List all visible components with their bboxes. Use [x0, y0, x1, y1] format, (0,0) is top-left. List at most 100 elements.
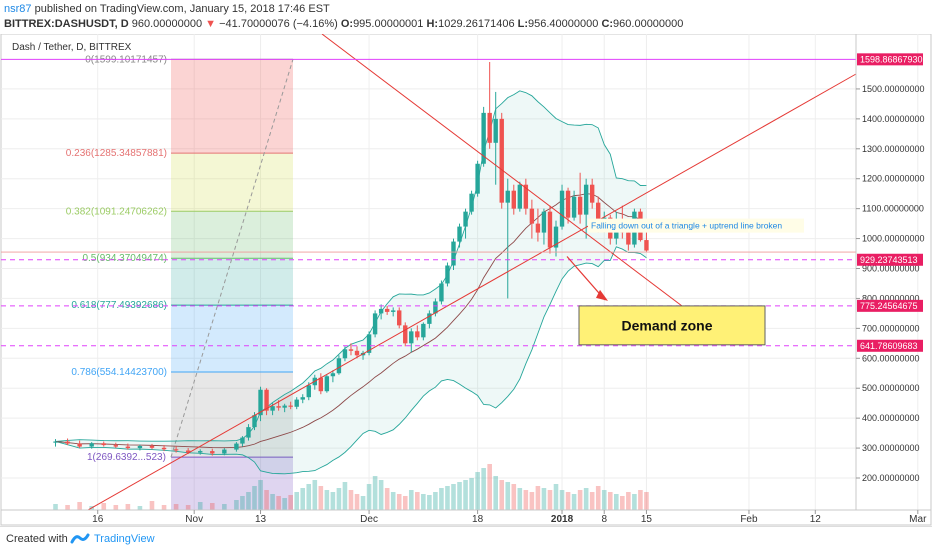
demand-zone-box — [578, 305, 766, 346]
candle-body — [577, 196, 583, 215]
price-label-text: 929.23743513 — [860, 255, 918, 265]
candle-body — [571, 196, 577, 218]
volume-bar — [481, 468, 486, 510]
fib-level-label: 0.5(934.37049474) — [82, 253, 167, 264]
volume-bar — [318, 486, 324, 510]
candle-body — [445, 265, 450, 284]
volume-bar — [529, 492, 535, 510]
close-label: C: — [601, 18, 614, 30]
candle-body — [403, 325, 408, 344]
volume-bar — [535, 486, 541, 510]
candle-body — [559, 190, 565, 227]
volume-bar — [601, 490, 607, 510]
candle-body — [397, 310, 402, 326]
candle-body — [469, 193, 474, 212]
volume-bar — [348, 490, 354, 510]
lower-band — [55, 246, 647, 475]
x-tick-label: Mar — [909, 514, 927, 525]
candle-body — [330, 373, 336, 377]
volume-bar — [445, 486, 450, 510]
candle-body — [378, 308, 384, 314]
volume-bar — [427, 495, 432, 510]
annotations[interactable]: Falling down out of a triangle + uptrend… — [566, 218, 804, 346]
volume-bar — [234, 500, 239, 510]
candle-body — [258, 389, 263, 416]
volume-bar — [571, 494, 577, 510]
volume-bar — [330, 492, 336, 510]
y-tick-label: 200.00000000 — [862, 473, 920, 483]
time-axis[interactable]: 16 Nov 13 Dec 18 2018 8 15 Feb 12 Mar — [92, 510, 927, 525]
volume-bar — [77, 502, 82, 510]
price-label-tag — [857, 299, 923, 312]
candle-body — [288, 405, 293, 407]
volume-bar — [644, 492, 649, 510]
candle-body — [65, 441, 70, 444]
uptrend-line — [87, 73, 857, 511]
candle-body — [173, 449, 179, 451]
volume-bars — [53, 464, 649, 510]
volume-bar — [523, 490, 529, 510]
y-tick-label: 1100.00000000 — [862, 204, 924, 214]
y-tick-label: 1300.00000000 — [862, 144, 925, 154]
demand-zone-label: Demand zone — [621, 317, 712, 333]
volume-bar — [493, 476, 498, 510]
price-axis[interactable]: 1500.00000000 1400.00000000 1300.00000000 1… — [856, 53, 925, 483]
candle-body — [475, 163, 480, 194]
candle-body — [427, 313, 432, 324]
volume-bar — [421, 494, 426, 510]
candle-body — [589, 184, 595, 203]
chart-area[interactable]: 0(1599.10171457)0.236(1285.34857881)0.38… — [0, 34, 932, 526]
x-tick-label: Feb — [740, 514, 758, 525]
candle-body — [421, 323, 426, 338]
candle-body — [415, 331, 420, 338]
candle-body — [252, 415, 257, 428]
y-tick-label: 900.00000000 — [862, 264, 920, 274]
price-label-text: 775.24564675 — [860, 301, 918, 311]
brand-name[interactable]: TradingView — [94, 533, 155, 545]
volume-bar — [457, 482, 462, 510]
publisher-name[interactable]: nsr87 — [4, 3, 32, 15]
volume-bar — [565, 492, 571, 510]
candle-body — [210, 451, 215, 454]
trend-lines[interactable] — [1, 34, 857, 511]
created-with-text: Created with — [6, 533, 68, 545]
price-change: −41.70000076 (−4.16%) — [219, 18, 338, 30]
volume-bar — [336, 488, 342, 510]
candle-body — [137, 445, 143, 449]
y-tick-label: 1500.00000000 — [862, 84, 925, 94]
volume-bar — [65, 505, 70, 510]
volume-bar — [517, 488, 523, 510]
candle-body — [276, 406, 281, 408]
candle-body — [101, 443, 106, 446]
volume-bar — [378, 480, 384, 510]
volume-bar — [487, 464, 492, 510]
candle-body — [493, 118, 498, 143]
candle-body — [342, 349, 348, 359]
candle-body — [553, 226, 559, 248]
volume-bar — [505, 482, 511, 510]
candle-body — [505, 190, 510, 203]
candle-body — [125, 446, 131, 449]
candle-body — [529, 208, 535, 224]
y-tick-label: 500.00000000 — [862, 383, 920, 393]
fibonacci-retracement[interactable]: 0(1599.10171457)0.236(1285.34857881)0.38… — [66, 54, 294, 510]
open-value: 995.00000001 — [353, 18, 424, 30]
volume-bar — [282, 498, 287, 510]
candle-body — [409, 331, 414, 344]
price-label-tag — [857, 253, 923, 266]
footer: Created with TradingView — [0, 526, 932, 551]
candle-body — [270, 406, 275, 411]
close-value: 960.00000000 — [613, 18, 684, 30]
candle-body — [457, 226, 462, 242]
volume-bar — [173, 504, 179, 510]
volume-bar — [101, 503, 107, 510]
down-arrow-icon: ▼ — [205, 18, 217, 30]
volume-bar — [246, 492, 251, 510]
volume-bar — [614, 494, 619, 510]
candle-body — [463, 211, 468, 227]
candle-body — [240, 437, 245, 444]
publish-line: nsr87 published on TradingView.com, Janu… — [4, 3, 330, 15]
volume-bar — [475, 472, 480, 510]
y-tick-label: 1200.00000000 — [862, 174, 925, 184]
candle-body — [318, 377, 324, 392]
